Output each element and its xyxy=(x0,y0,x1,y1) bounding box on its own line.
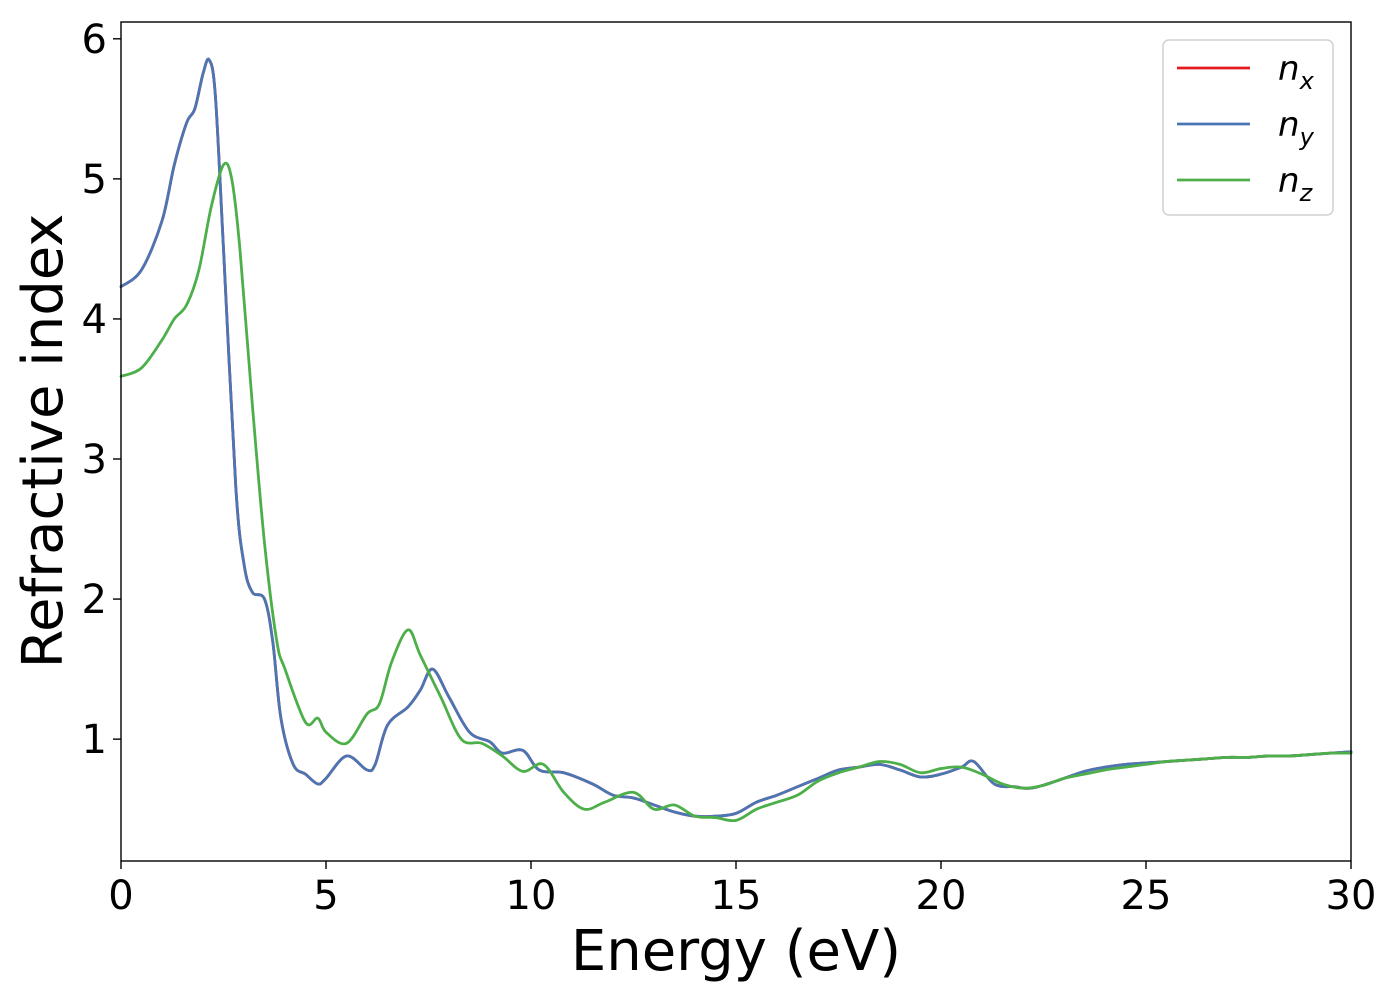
series-line-z xyxy=(119,161,1353,823)
legend-label-z: nz xyxy=(1278,161,1314,207)
legend: nx ny nz xyxy=(1162,39,1334,216)
y-tick-label: 4 xyxy=(82,297,107,343)
x-axis: 0 5 10 15 20 25 30 xyxy=(108,861,1376,919)
y-tick-label: 3 xyxy=(82,437,107,483)
y-tick-label: 5 xyxy=(82,157,107,203)
x-tick-label: 5 xyxy=(313,873,338,919)
y-tick-label: 6 xyxy=(82,17,107,63)
x-tick-label: 15 xyxy=(711,873,762,919)
x-axis-title: Energy (eV) xyxy=(571,919,901,984)
x-tick-label: 0 xyxy=(108,873,133,919)
x-tick-label: 20 xyxy=(916,873,967,919)
x-tick-label: 30 xyxy=(1326,873,1377,919)
x-tick-label: 25 xyxy=(1121,873,1172,919)
y-axis-title: Refractive index xyxy=(11,214,76,669)
x-tick-label: 10 xyxy=(506,873,557,919)
legend-label-x: nx xyxy=(1278,49,1315,95)
series-line-y xyxy=(119,57,1353,819)
y-axis: 1 2 3 4 5 6 xyxy=(82,17,121,763)
legend-box xyxy=(1162,39,1334,216)
series-lines xyxy=(119,57,1353,823)
legend-label-y: ny xyxy=(1278,105,1315,151)
y-tick-label: 1 xyxy=(82,717,107,763)
y-tick-label: 2 xyxy=(82,577,107,623)
